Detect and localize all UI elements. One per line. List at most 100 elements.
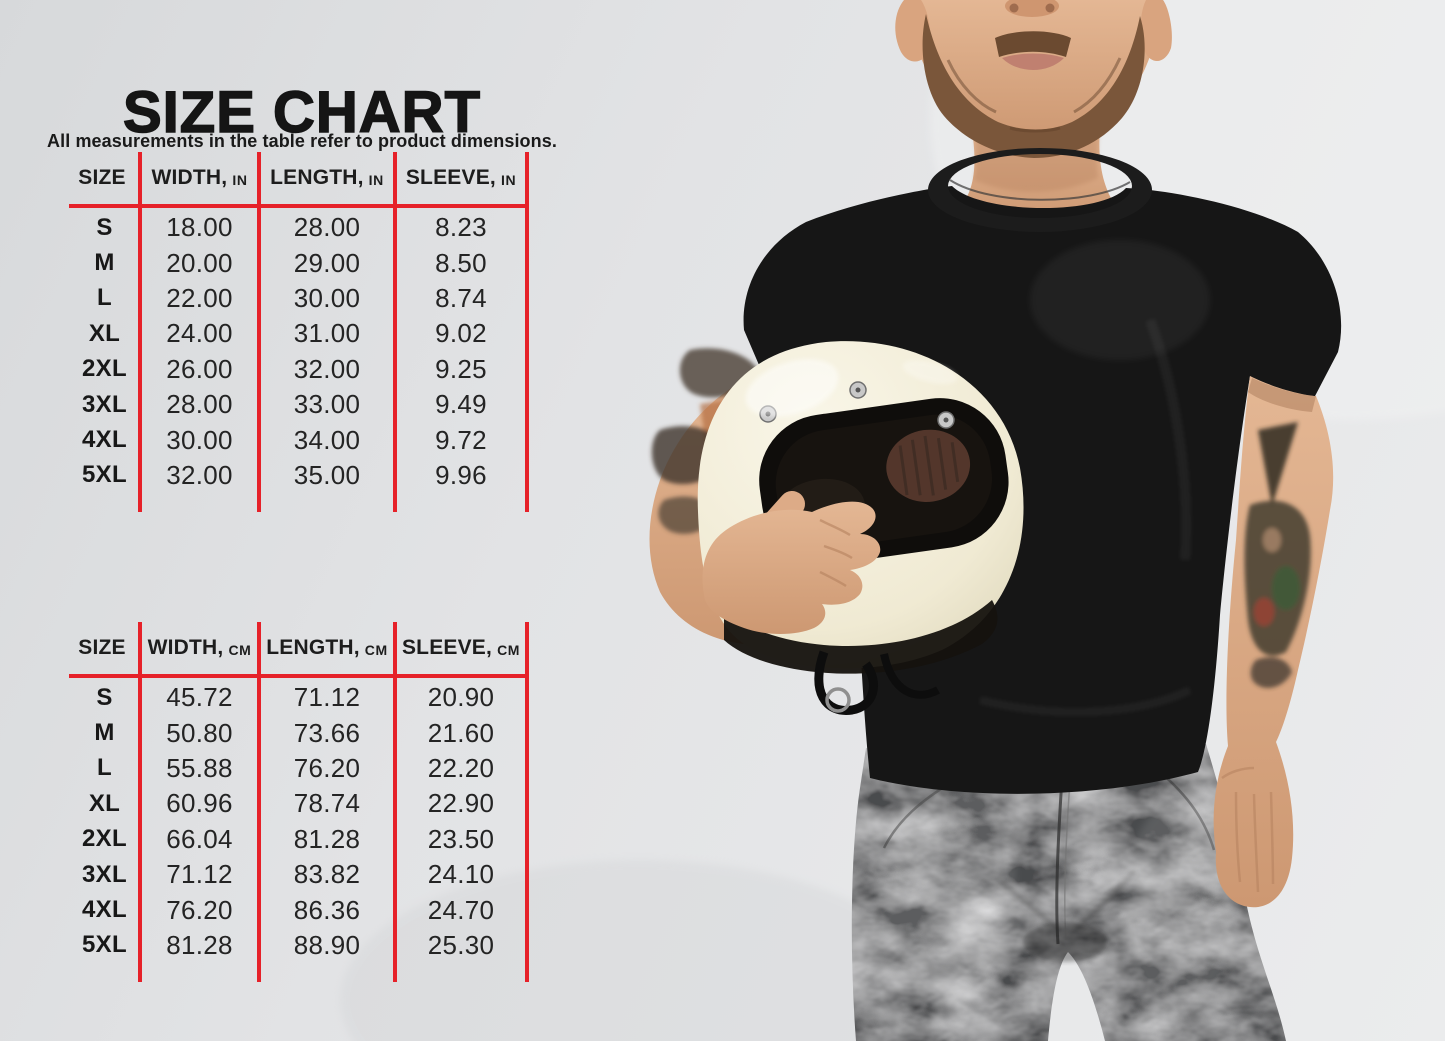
size-table-cm: SIZE WIDTH, CM LENGTH, CM SLEEVE, CM S 45.72 71.1…: [69, 622, 529, 982]
value-cell: 71.12: [166, 859, 233, 890]
size-cell: M: [94, 249, 115, 277]
value-cell: 73.66: [293, 717, 361, 748]
size-cell: 4XL: [82, 896, 127, 924]
table-vertical-rule: [257, 622, 261, 982]
helmet-bottom-rim: [724, 600, 998, 674]
size-cell: S: [96, 213, 113, 241]
column-unit: CM: [364, 641, 388, 658]
value-cell: 20.00: [166, 247, 233, 278]
jeans-seams: [869, 754, 1236, 1010]
mustache: [995, 31, 1071, 57]
value-cell: 71.12: [293, 682, 361, 713]
size-row: XL 60.96 78.74 22.90: [69, 786, 527, 821]
right-arm: [1213, 376, 1334, 908]
value-cell: 8.23: [435, 212, 487, 243]
value-cell: 9.25: [435, 353, 487, 384]
value-cell: 32.00: [166, 459, 233, 490]
column-unit: CM: [228, 641, 252, 658]
right-hand-creases: [1221, 766, 1275, 893]
value-cell: 86.36: [293, 894, 361, 925]
value-cell: 20.90: [427, 682, 495, 713]
value-cell: 24.00: [166, 318, 233, 349]
column-unit: IN: [500, 171, 517, 188]
size-cell: L: [97, 754, 112, 782]
size-row: 2XL 26.00 32.00 9.25: [69, 352, 527, 387]
column-label: WIDTH,: [147, 636, 224, 659]
beard-texture: [946, 57, 1122, 133]
column-label: LENGTH,: [270, 166, 364, 189]
size-row: L 55.88 76.20 22.20: [69, 751, 527, 786]
table-vertical-rule: [138, 622, 142, 982]
value-cell: 45.72: [166, 682, 233, 713]
size-cell: M: [94, 719, 115, 747]
size-row: 3XL 28.00 33.00 9.49: [69, 387, 527, 422]
value-cell: 30.00: [166, 424, 233, 455]
value-cell: 66.04: [166, 823, 233, 854]
value-cell: 22.00: [166, 282, 233, 313]
size-row: S 45.72 71.12 20.90: [69, 680, 527, 715]
size-cell: 3XL: [82, 860, 127, 888]
size-row: XL 24.00 31.00 9.02: [69, 316, 527, 351]
value-cell: 9.49: [435, 389, 487, 420]
helmet-straps: [814, 650, 940, 715]
beard: [922, 14, 1145, 158]
value-cell: 35.00: [293, 459, 361, 490]
value-cell: 31.00: [293, 318, 361, 349]
jeans: [851, 744, 1286, 1041]
column-header: WIDTH, IN: [140, 152, 259, 204]
column-header: SLEEVE, CM: [395, 622, 527, 674]
value-cell: 25.30: [427, 929, 495, 960]
column-unit: IN: [232, 171, 248, 188]
column-label: SLEEVE,: [401, 636, 493, 659]
value-cell: 9.72: [435, 424, 487, 455]
nostril-right: [1045, 3, 1055, 13]
value-cell: 30.00: [293, 282, 361, 313]
column-label: SIZE: [78, 166, 126, 189]
left-ear-icon: [895, 0, 931, 62]
value-cell: 76.20: [293, 752, 361, 783]
size-cell: 2XL: [82, 355, 127, 383]
value-cell: 18.00: [166, 212, 233, 243]
sleeve-shadow: [1248, 378, 1316, 412]
table-header-rule: [69, 674, 527, 678]
column-header: SIZE: [69, 152, 140, 204]
column-unit: CM: [497, 641, 521, 658]
value-cell: 9.96: [435, 459, 487, 490]
size-row: M 20.00 29.00 8.50: [69, 245, 527, 280]
table-body: S 45.72 71.12 20.90 M 50.80 73.66 21.60 L 55.88 76…: [69, 680, 527, 963]
value-cell: 28.00: [166, 389, 233, 420]
value-cell: 8.74: [435, 282, 487, 313]
table-header-row: SIZE WIDTH, CM LENGTH, CM SLEEVE, CM: [69, 622, 527, 674]
nostril-left: [1009, 3, 1019, 13]
value-cell: 22.90: [427, 788, 495, 819]
size-row: 4XL 30.00 34.00 9.72: [69, 422, 527, 457]
size-row: L 22.00 30.00 8.74: [69, 281, 527, 316]
value-cell: 22.20: [427, 752, 495, 783]
value-cell: 9.02: [435, 318, 487, 349]
size-row: 3XL 71.12 83.82 24.10: [69, 857, 527, 892]
value-cell: 88.90: [293, 929, 361, 960]
table-vertical-rule: [525, 152, 529, 512]
value-cell: 29.00: [293, 247, 361, 278]
value-cell: 78.74: [293, 788, 361, 819]
helmet-specular: [745, 359, 839, 417]
value-cell: 81.28: [166, 929, 233, 960]
helmet-specular-2: [902, 360, 958, 384]
column-label: SLEEVE,: [405, 166, 496, 189]
column-header: SLEEVE, IN: [395, 152, 527, 204]
size-row: 5XL 32.00 35.00 9.96: [69, 458, 527, 493]
column-unit: IN: [368, 171, 384, 188]
finger-creases: [819, 518, 853, 588]
size-table-inches: SIZE WIDTH, IN LENGTH, IN SLEEVE, IN S 18.00 28.0…: [69, 152, 529, 512]
table-vertical-rule: [257, 152, 261, 512]
size-cell: 2XL: [82, 825, 127, 853]
value-cell: 50.80: [166, 717, 233, 748]
value-cell: 21.60: [427, 717, 495, 748]
size-row: S 18.00 28.00 8.23: [69, 210, 527, 245]
table-body: S 18.00 28.00 8.23 M 20.00 29.00 8.50 L 22.00 30.0…: [69, 210, 527, 493]
column-label: LENGTH,: [266, 636, 360, 659]
value-cell: 83.82: [293, 859, 361, 890]
table-vertical-rule: [138, 152, 142, 512]
size-cell: 5XL: [82, 461, 127, 489]
left-hand-palm: [702, 501, 881, 634]
